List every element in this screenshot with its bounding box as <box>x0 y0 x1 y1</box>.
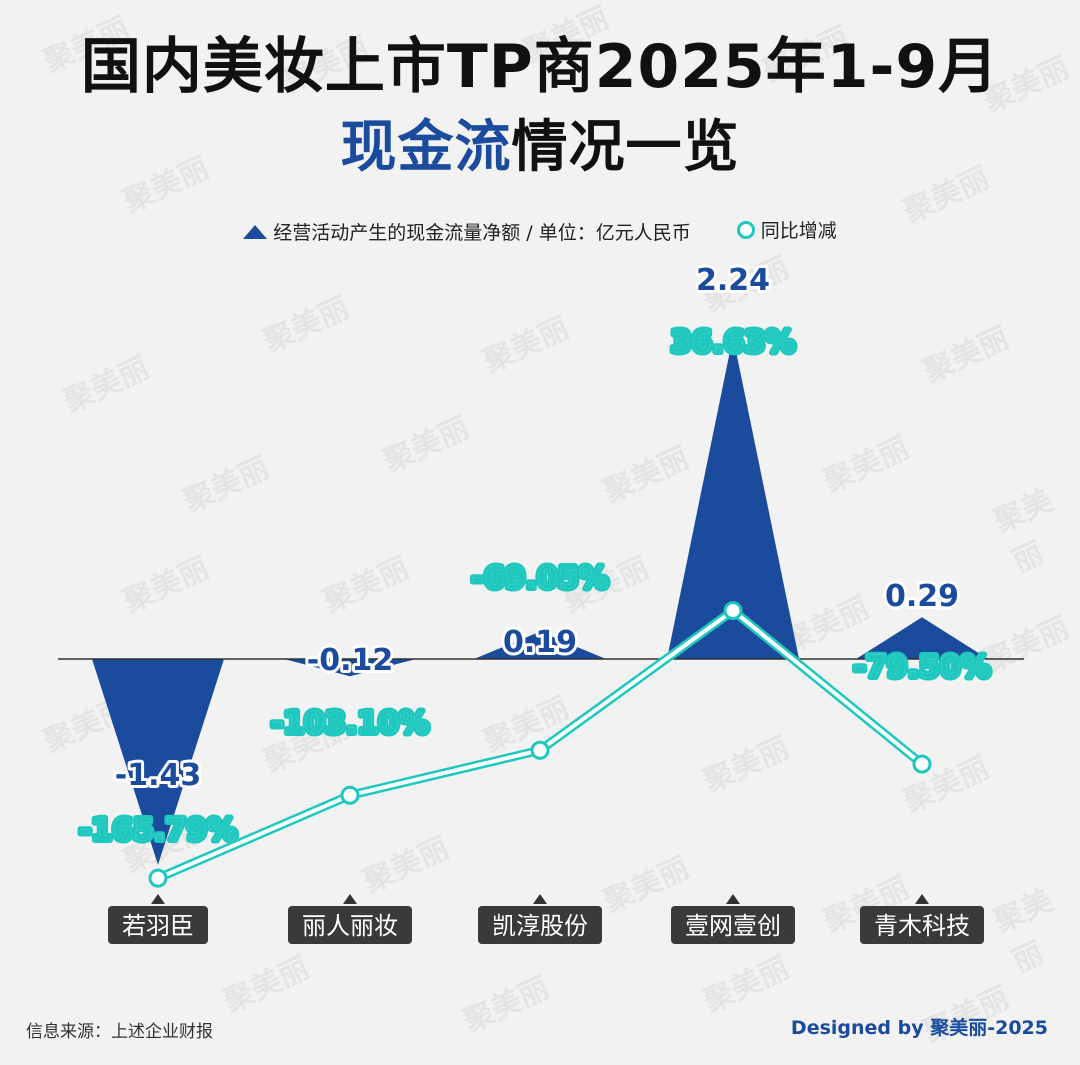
yoy-value-text-4: -79.50% <box>853 650 990 685</box>
subtitle-accent: 现金流 <box>340 115 512 180</box>
category-tag-1 <box>288 906 412 944</box>
yoy-value-label-1: -103.10% <box>271 706 429 741</box>
legend-line-label: 同比增减 <box>760 220 837 242</box>
category-label-3: 壹网壹创 <box>685 912 781 940</box>
bar-value-label-3: 2.24 <box>696 263 770 298</box>
bar-value-label-4: 0.29 <box>885 579 959 614</box>
chart-title: 国内美妆上市TP商2025年1-9月 <box>80 32 1000 102</box>
legend: 经营活动产生的现金流量净额 / 单位：亿元人民币 同比增减 <box>0 216 1080 245</box>
yoy-point-0 <box>148 868 168 888</box>
yoy-value-text-1: -103.10% <box>271 706 429 741</box>
yoy-value-text-0: -165.79% <box>79 813 237 848</box>
category-pointer-0 <box>151 894 165 904</box>
bar-0 <box>92 659 224 865</box>
yoy-point-4 <box>912 754 932 774</box>
yoy-value-text-3: 36.63% <box>671 325 796 360</box>
bar-4 <box>856 617 988 659</box>
designer-credit: Designed by 聚美丽-2025 <box>790 1017 1048 1039</box>
yoy-value-text-2: -69.05% <box>471 561 608 596</box>
yoy-point-2 <box>530 740 550 760</box>
source-note: 信息来源：上述企业财报 <box>26 1022 213 1042</box>
bar-3 <box>667 336 799 659</box>
yoy-value-label-2: -69.05% <box>471 561 608 596</box>
category-pointer-1 <box>343 894 357 904</box>
legend-bar-label: 经营活动产生的现金流量净额 / 单位：亿元人民币 <box>273 222 691 244</box>
chart-subtitle: 现金流情况一览 <box>0 112 1080 184</box>
bar-1 <box>284 659 416 677</box>
category-label-0: 若羽臣 <box>122 912 194 940</box>
category-label-2: 凯淳股份 <box>492 912 588 940</box>
triangle-icon <box>243 224 268 239</box>
subtitle-rest: 情况一览 <box>511 115 740 180</box>
category-pointer-4 <box>915 894 929 904</box>
category-tag-4 <box>860 906 984 944</box>
category-tag-2 <box>478 906 602 944</box>
legend-bar-item: 经营活动产生的现金流量净额 / 单位：亿元人民币 <box>243 218 691 245</box>
yoy-value-label-4: -79.50% <box>853 650 990 685</box>
yoy-point-1 <box>340 785 360 805</box>
circle-icon <box>736 220 755 239</box>
category-pointer-2 <box>533 894 547 904</box>
category-tag-3 <box>671 906 795 944</box>
category-label-4: 青木科技 <box>874 912 970 940</box>
bar-value-label-0: -1.43 <box>115 758 201 793</box>
category-pointer-3 <box>726 894 740 904</box>
yoy-value-label-3: 36.63% <box>671 325 796 360</box>
bar-value-label-1: -0.12 <box>307 643 393 678</box>
bar-2 <box>474 631 606 659</box>
yoy-value-label-0: -165.79% <box>79 813 237 848</box>
yoy-point-3 <box>723 601 743 621</box>
legend-line-item: 同比增减 <box>736 216 837 243</box>
bar-value-label-2: 0.19 <box>503 625 577 660</box>
category-tag-0 <box>108 906 208 944</box>
category-label-1: 丽人丽妆 <box>302 912 398 940</box>
